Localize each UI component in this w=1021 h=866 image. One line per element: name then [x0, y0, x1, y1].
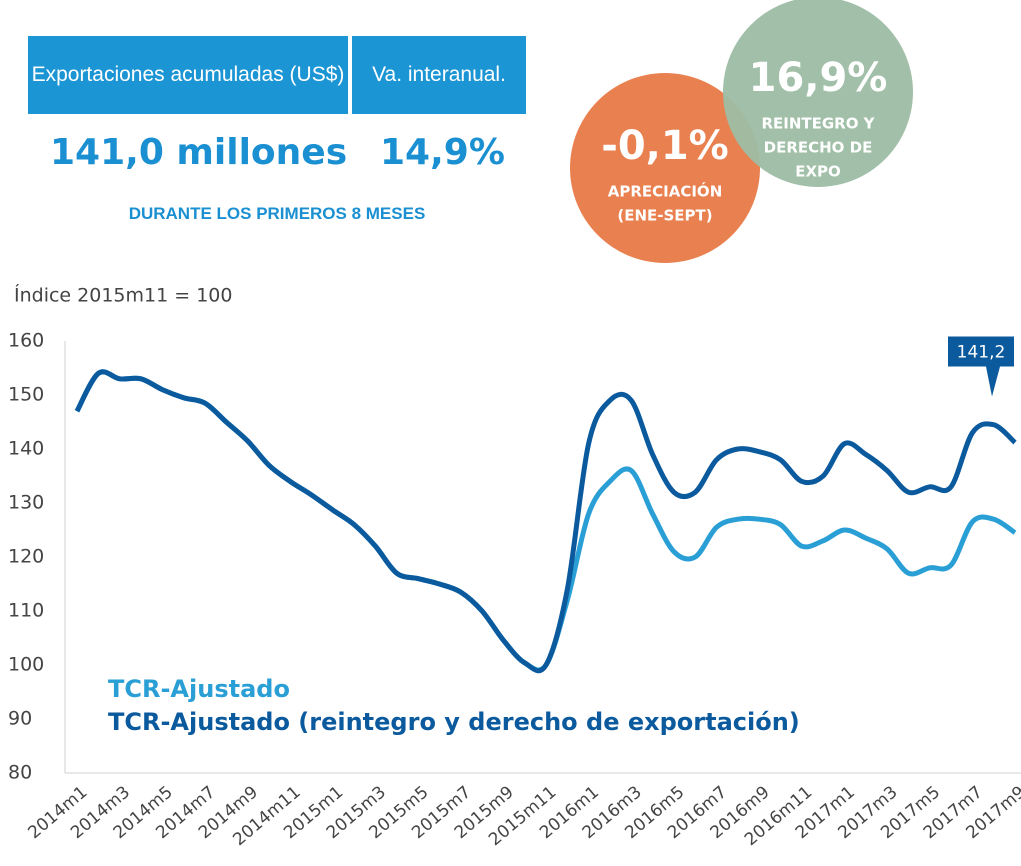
- bubble-label: EXPO: [795, 163, 841, 181]
- bubble-label: REINTEGRO Y: [761, 115, 875, 133]
- header-cell: Va. interanual.: [352, 36, 526, 114]
- bubble-label: APRECIACIÓN: [608, 182, 723, 201]
- big-value: 14,9%: [380, 132, 505, 173]
- y-tick-label: 120: [8, 546, 44, 568]
- y-tick-label: 160: [8, 330, 44, 352]
- bubble-value: 16,9%: [749, 55, 888, 101]
- bubble: [570, 73, 760, 263]
- data-label: 141,2: [957, 343, 1006, 363]
- y-tick-label: 130: [8, 492, 44, 514]
- y-tick-label: 140: [8, 438, 44, 460]
- legend-entry: TCR-Ajustado: [108, 675, 290, 703]
- series-line: [74, 369, 1017, 674]
- big-value: 141,0 millones: [50, 132, 348, 173]
- bubble-label: DERECHO DE: [764, 139, 873, 157]
- y-tick-label: 90: [8, 708, 32, 730]
- y-tick-label: 110: [8, 600, 44, 622]
- legend-entry: TCR-Ajustado (reintegro y derecho de exp…: [108, 708, 800, 736]
- bubble-label: (ENE-SEPT): [617, 207, 712, 225]
- note: DURANTE LOS PRIMEROS 8 MESES: [128, 204, 426, 223]
- bubble-value: -0,1%: [601, 123, 729, 169]
- callout: [948, 336, 1014, 397]
- y-tick-label: 150: [8, 384, 44, 406]
- header-cell: Exportaciones acumuladas (US$): [28, 36, 348, 114]
- bubble: [723, 0, 913, 187]
- axis-label: Índice 2015m11 = 100: [14, 284, 232, 307]
- y-tick-label: 80: [8, 762, 32, 784]
- y-tick-label: 100: [8, 654, 44, 676]
